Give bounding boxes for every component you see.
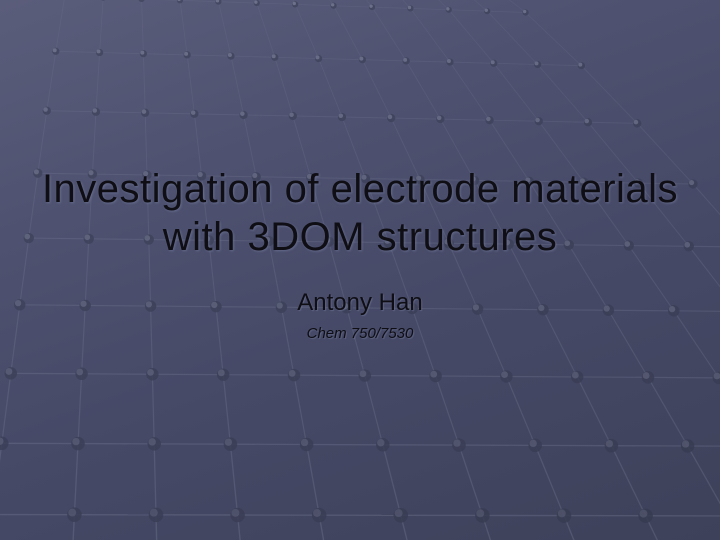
slide-author: Antony Han bbox=[297, 289, 422, 317]
slide-title: Investigation of electrode materials wit… bbox=[0, 165, 720, 261]
slide-course: Chem 750/7530 bbox=[307, 325, 414, 342]
slide-content: Investigation of electrode materials wit… bbox=[0, 0, 720, 540]
